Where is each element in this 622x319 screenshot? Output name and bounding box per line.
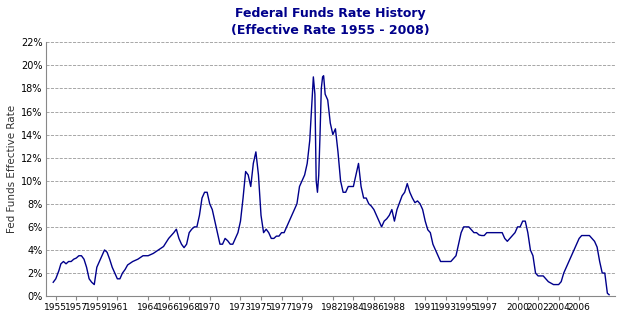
Y-axis label: Fed Funds Effective Rate: Fed Funds Effective Rate [7, 105, 17, 233]
Title: Federal Funds Rate History
(Effective Rate 1955 - 2008): Federal Funds Rate History (Effective Ra… [231, 7, 430, 37]
